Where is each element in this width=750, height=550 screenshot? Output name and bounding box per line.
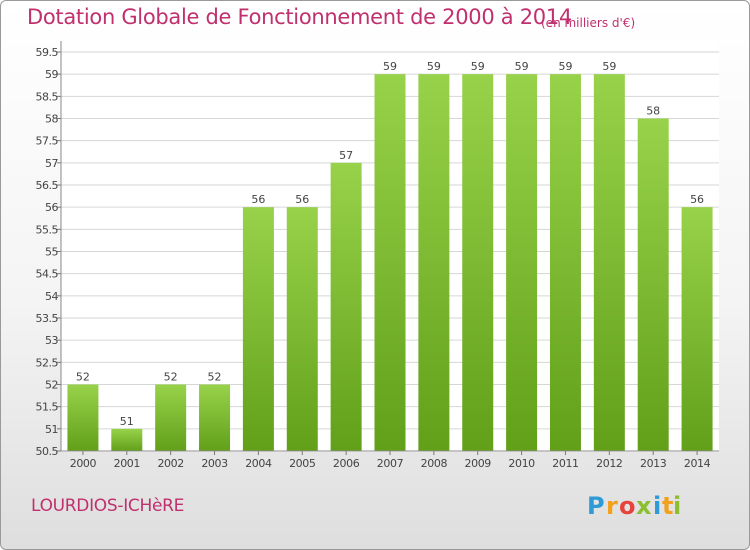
bar <box>593 74 625 452</box>
y-tick-label: 59.5 <box>36 46 59 59</box>
y-tick-label: 56 <box>45 201 58 214</box>
data-label: 59 <box>471 60 485 73</box>
y-tick-label: 51 <box>45 423 58 436</box>
data-label: 56 <box>251 193 265 206</box>
bar <box>637 118 669 451</box>
bar <box>242 207 274 451</box>
bar <box>155 384 187 451</box>
commune-name: LOURDIOS-ICHèRE <box>31 496 185 516</box>
data-label: 58 <box>646 105 660 118</box>
y-tick-label: 57.5 <box>36 135 59 148</box>
y-tick-label: 53 <box>45 334 58 347</box>
y-tick-label: 52 <box>45 379 58 392</box>
y-tick-label: 55.5 <box>36 223 59 236</box>
x-tick-label: 2003 <box>201 457 228 470</box>
data-label: 56 <box>690 193 704 206</box>
bar-series: 52 51 52 52 56 56 57 59 59 59 59 59 59 58 56 <box>67 60 713 452</box>
y-tick-label: 55 <box>45 246 58 259</box>
logo-letter: P <box>587 492 605 520</box>
x-tick-label: 2004 <box>245 457 272 470</box>
logo-letter: x <box>636 492 652 520</box>
x-tick-label: 2009 <box>465 457 492 470</box>
y-tick-label: 52.5 <box>36 356 59 369</box>
logo-letter: r <box>606 492 618 520</box>
x-tick-label: 2014 <box>684 457 711 470</box>
y-tick-label: 54.5 <box>36 268 59 281</box>
x-tick-label: 2007 <box>377 457 404 470</box>
y-tick-label: 58.5 <box>36 90 59 103</box>
bar <box>506 74 538 452</box>
logo-letter: i <box>673 492 681 520</box>
bar <box>549 74 581 452</box>
y-tick-label: 56.5 <box>36 179 59 192</box>
y-tick-label: 57 <box>45 157 58 170</box>
chart-title: Dotation Globale de Fonctionnement de 20… <box>27 5 572 29</box>
data-label: 59 <box>427 60 441 73</box>
bar <box>286 207 318 451</box>
y-axis: 50.5 51 51.5 52 52.5 53 53.5 54 54.5 55 55.5 56 56.5… <box>36 41 62 458</box>
bar <box>67 384 99 451</box>
chart-subtitle: (en milliers d'€) <box>541 16 636 30</box>
logo-letter: i <box>653 492 661 520</box>
y-tick-label: 54 <box>45 290 58 303</box>
x-tick-label: 2011 <box>552 457 578 470</box>
y-tick-label: 50.5 <box>36 445 59 458</box>
x-tick-label: 2010 <box>508 457 535 470</box>
bar <box>330 162 362 452</box>
x-tick-label: 2005 <box>289 457 316 470</box>
data-label: 56 <box>295 193 309 206</box>
bar <box>111 428 143 451</box>
data-label: 57 <box>339 149 353 162</box>
logo-letter: o <box>619 492 636 520</box>
data-label: 52 <box>76 371 90 384</box>
y-tick-label: 58 <box>45 113 58 126</box>
bar <box>199 384 231 451</box>
data-label: 51 <box>120 415 134 428</box>
data-label: 52 <box>164 371 178 384</box>
x-tick-label: 2013 <box>640 457 667 470</box>
data-label: 59 <box>515 60 529 73</box>
y-tick-label: 59 <box>45 68 58 81</box>
data-label: 59 <box>558 60 572 73</box>
y-tick-label: 53.5 <box>36 312 59 325</box>
bar <box>374 74 406 452</box>
y-tick-label: 51.5 <box>36 401 59 414</box>
x-tick-label: 2000 <box>70 457 97 470</box>
bar <box>681 207 713 451</box>
data-label: 59 <box>602 60 616 73</box>
logo-letter: t <box>662 492 673 520</box>
bar <box>462 74 494 452</box>
x-tick-label: 2008 <box>421 457 448 470</box>
bar <box>418 74 450 452</box>
x-axis: 2000 2001 2002 2003 2004 2005 2006 2007 2008 2009… <box>61 450 719 470</box>
data-label: 52 <box>208 371 222 384</box>
x-tick-label: 2002 <box>157 457 183 470</box>
x-tick-label: 2012 <box>596 457 622 470</box>
x-tick-label: 2006 <box>333 457 360 470</box>
data-label: 59 <box>383 60 397 73</box>
x-tick-label: 2001 <box>114 457 140 470</box>
